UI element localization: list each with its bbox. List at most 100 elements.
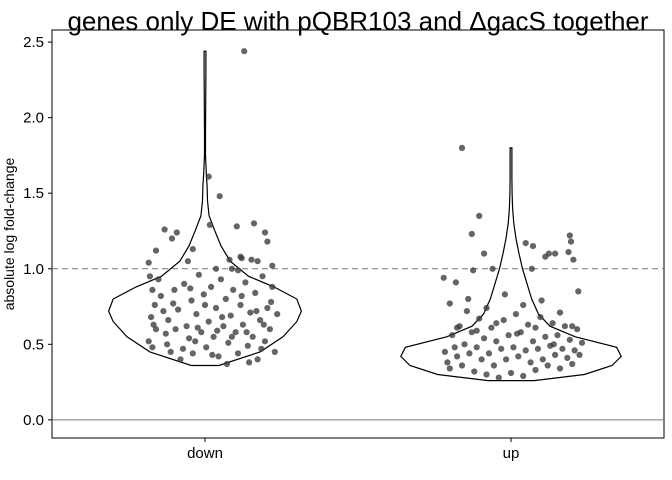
data-point-down xyxy=(238,255,245,262)
data-point-down xyxy=(165,317,172,324)
data-point-down xyxy=(226,256,233,263)
data-point-up xyxy=(476,315,483,322)
data-point-down xyxy=(149,286,156,293)
data-point-up xyxy=(559,345,566,352)
data-point-down xyxy=(206,221,213,228)
data-point-up xyxy=(539,356,546,363)
data-point-up xyxy=(544,362,551,369)
data-point-down xyxy=(264,304,271,312)
data-point-down xyxy=(175,306,182,313)
data-point-up xyxy=(525,321,532,328)
data-point-down xyxy=(238,292,245,300)
plot-panel-border xyxy=(51,29,665,439)
data-point-down xyxy=(171,286,178,293)
data-point-down xyxy=(271,348,278,355)
data-point-down xyxy=(234,350,242,357)
data-point-down xyxy=(217,276,224,283)
data-point-up xyxy=(466,350,473,357)
data-point-up xyxy=(473,327,480,334)
data-point-down xyxy=(157,292,164,300)
data-point-up xyxy=(473,344,480,351)
data-point-down xyxy=(242,279,249,286)
data-point-down xyxy=(172,326,179,333)
data-point-down xyxy=(249,333,256,340)
data-point-down xyxy=(220,323,227,330)
data-point-up xyxy=(542,333,549,340)
data-point-up xyxy=(566,336,573,343)
data-point-down xyxy=(274,311,281,318)
data-point-down xyxy=(186,335,193,342)
data-point-up xyxy=(578,339,586,346)
data-point-up xyxy=(534,345,542,352)
data-point-up xyxy=(571,347,578,354)
data-point-up xyxy=(495,374,502,381)
data-point-up xyxy=(570,256,577,263)
data-point-down xyxy=(184,258,191,265)
data-point-down xyxy=(194,324,201,331)
data-point-up xyxy=(528,265,535,272)
data-point-down xyxy=(259,273,266,280)
data-point-down xyxy=(253,308,260,315)
data-point-up xyxy=(512,311,520,318)
data-point-down xyxy=(254,258,261,265)
data-point-down xyxy=(261,338,269,345)
data-point-down xyxy=(247,309,254,316)
data-point-down xyxy=(246,359,253,366)
data-point-up xyxy=(483,371,490,378)
data-point-up xyxy=(503,356,510,363)
data-point-down xyxy=(161,226,168,233)
data-point-up xyxy=(520,301,527,309)
data-point-up xyxy=(522,347,529,354)
data-point-up xyxy=(458,362,466,369)
data-point-down xyxy=(219,314,226,321)
data-point-down xyxy=(225,339,232,346)
y-tick-label: 1.0 xyxy=(23,261,44,278)
data-point-up xyxy=(505,332,512,339)
data-point-down xyxy=(179,345,187,352)
data-point-up xyxy=(569,360,576,368)
data-point-up xyxy=(529,243,537,250)
data-point-up xyxy=(556,309,564,316)
data-point-up xyxy=(452,279,459,286)
data-point-up xyxy=(488,324,495,331)
data-point-down xyxy=(149,344,156,351)
data-point-up xyxy=(520,372,527,380)
data-point-down xyxy=(205,173,212,180)
chart-title: genes only DE with pQBR103 and ΔgacS tog… xyxy=(67,6,648,36)
data-point-down xyxy=(181,280,188,287)
y-tick-label: 1.5 xyxy=(23,185,44,202)
data-point-up xyxy=(554,332,561,339)
data-point-down xyxy=(160,308,167,315)
data-point-up xyxy=(493,338,500,345)
data-point-down xyxy=(244,342,251,349)
data-point-up xyxy=(470,267,477,274)
data-point-down xyxy=(200,291,207,298)
data-point-down xyxy=(239,321,246,328)
data-point-down xyxy=(210,333,217,340)
data-point-down xyxy=(189,246,196,253)
data-point-down xyxy=(151,301,158,309)
data-point-up xyxy=(550,341,557,348)
data-point-up xyxy=(569,323,576,330)
data-point-down xyxy=(164,341,171,348)
data-point-up xyxy=(478,356,485,363)
data-point-up xyxy=(514,330,521,337)
data-point-down xyxy=(146,273,153,280)
data-point-down xyxy=(189,350,196,357)
data-point-down xyxy=(269,283,276,290)
data-point-down xyxy=(195,271,202,278)
data-point-up xyxy=(498,345,505,352)
data-point-down xyxy=(177,356,184,363)
data-point-down xyxy=(268,298,275,306)
data-point-down xyxy=(170,300,177,307)
data-point-up xyxy=(545,250,553,257)
points-layer xyxy=(145,48,586,381)
y-axis-label: absolute log fold-change xyxy=(1,158,17,311)
data-point-down xyxy=(192,338,199,345)
data-point-up xyxy=(461,341,468,348)
data-point-down xyxy=(168,235,176,242)
data-point-up xyxy=(481,335,488,342)
data-point-up xyxy=(529,338,537,345)
data-point-down xyxy=(233,223,240,230)
data-point-down xyxy=(261,229,269,236)
